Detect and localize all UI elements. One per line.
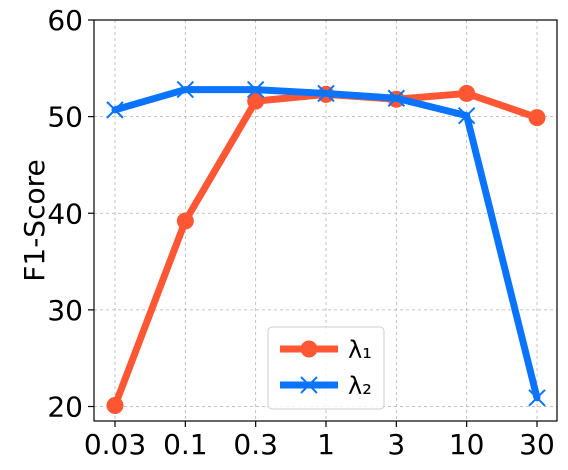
y-axis-title: F1-Score bbox=[18, 159, 51, 281]
series-2-point bbox=[246, 80, 265, 99]
x-tick-label: 0.1 bbox=[163, 428, 208, 461]
y-tick-label: 50 bbox=[47, 101, 83, 134]
legend-label: λ₂ bbox=[348, 372, 372, 400]
x-tick-label: 0.03 bbox=[84, 428, 146, 461]
series-2-point bbox=[317, 84, 335, 103]
series-2-point bbox=[106, 101, 124, 119]
legend-marker bbox=[300, 376, 318, 394]
series-1-point bbox=[176, 212, 194, 230]
x-tick-label: 0.3 bbox=[233, 428, 278, 461]
series-1-point bbox=[247, 92, 265, 110]
legend-label: λ₁ bbox=[348, 336, 372, 364]
series-2-point bbox=[176, 80, 195, 99]
y-tick-label: 30 bbox=[47, 294, 83, 327]
series-1-point bbox=[106, 397, 124, 415]
axis-ticks: 0.03 0.1 0.3 1 3 10 30 20 30 40 50 60 bbox=[47, 4, 554, 461]
series-2-point bbox=[528, 389, 546, 407]
series-2 bbox=[106, 80, 546, 407]
x-tick-label: 30 bbox=[519, 428, 555, 461]
legend-item: λ₂ bbox=[280, 372, 372, 400]
x-tick-label: 1 bbox=[317, 428, 335, 461]
y-tick-label: 40 bbox=[47, 197, 83, 230]
series-2-point bbox=[457, 106, 476, 125]
series-1-point bbox=[458, 84, 476, 102]
y-tick-label: 60 bbox=[47, 4, 83, 37]
series-layer bbox=[106, 80, 546, 415]
y-tick-label: 20 bbox=[47, 391, 83, 424]
series-1-point bbox=[528, 109, 546, 127]
x-tick-label: 10 bbox=[449, 428, 485, 461]
legend-item: λ₁ bbox=[280, 336, 372, 364]
legend-marker bbox=[300, 340, 318, 358]
legend: λ₁ λ₂ bbox=[267, 326, 385, 410]
series-2-point bbox=[387, 89, 406, 107]
x-tick-label: 3 bbox=[387, 428, 405, 461]
